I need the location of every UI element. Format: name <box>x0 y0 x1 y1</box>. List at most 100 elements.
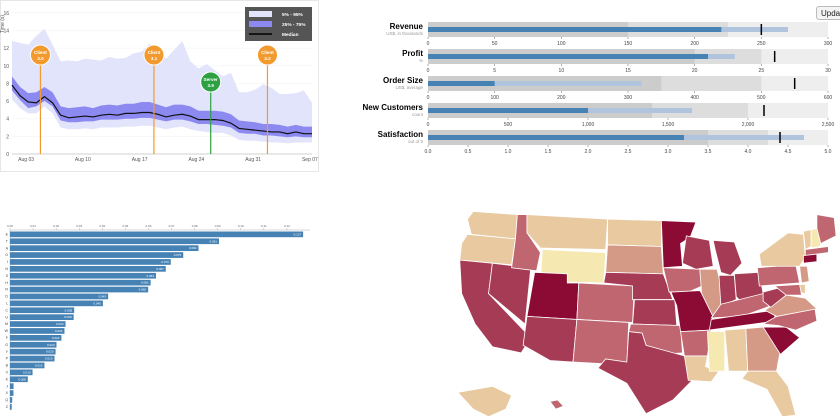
y-tick-label: E <box>6 233 9 237</box>
annotation-version: 3.9 <box>208 83 215 88</box>
data-label: 0.015 <box>35 364 43 368</box>
bar <box>10 362 45 369</box>
bullet-tick-label: 0.5 <box>465 149 472 155</box>
bullet-title: New Customers <box>363 103 424 112</box>
y-tick-label: R <box>5 288 8 292</box>
bar <box>10 314 74 320</box>
legend: 5% - 95% 25% - 75% Median <box>245 7 312 41</box>
y-tick-label: L <box>6 302 8 306</box>
bullet-title: Order Size <box>383 76 424 85</box>
bullet-tick-label: 15 <box>625 68 631 74</box>
bullet-title: Satisfaction <box>378 130 423 139</box>
bar <box>10 231 304 238</box>
x-tick-label: 0.08 <box>192 224 198 228</box>
bullet-tick-label: 100 <box>490 95 499 101</box>
bullet-tick-label: 500 <box>757 95 766 101</box>
y-tick-label: P <box>6 357 9 361</box>
bar <box>10 390 14 396</box>
bar <box>10 355 55 362</box>
state-ks <box>632 299 678 326</box>
x-tick-label: 0.06 <box>146 224 152 228</box>
bullet-tick-label: 600 <box>824 95 833 101</box>
bullet-tick-label: 150 <box>624 41 633 47</box>
x-tick-label: Sep 07 <box>302 157 318 163</box>
bar <box>10 286 149 293</box>
bullet-tick-label: 250 <box>757 41 766 47</box>
bullet-measure-actual <box>428 108 588 113</box>
annotation-marker <box>29 44 51 66</box>
y-tick-label: G <box>5 343 8 347</box>
state-sd <box>605 244 664 275</box>
state-ny <box>758 232 806 267</box>
data-label: 0.010 <box>23 370 31 374</box>
x-tick-label: 0.05 <box>122 224 128 228</box>
bar <box>10 259 171 265</box>
bar <box>10 307 75 314</box>
y-tick-label: 6 <box>6 99 9 105</box>
legend-swatch <box>249 11 272 17</box>
state-in <box>718 274 737 307</box>
bullet-tick-label: 1,000 <box>582 122 595 128</box>
update-button[interactable]: Update <box>816 6 840 20</box>
y-tick-label: Y <box>6 350 9 354</box>
data-label: 0.127 <box>294 232 302 236</box>
x-tick-label: 0.09 <box>215 224 221 228</box>
annotation-marker <box>143 44 165 66</box>
x-tick-label: 0.10 <box>238 224 244 228</box>
data-label: 0.020 <box>46 350 54 354</box>
bullet-tick-label: 300 <box>624 95 633 101</box>
y-tick-label: O <box>5 253 8 257</box>
bar <box>10 279 151 286</box>
bar <box>10 272 157 279</box>
y-tick-label: 16 <box>3 11 9 17</box>
bar <box>10 293 109 300</box>
data-label: 0.022 <box>52 336 60 340</box>
state-ms <box>707 331 726 372</box>
bullet-measure-actual <box>428 54 708 59</box>
x-tick-label: 0.02 <box>53 224 59 228</box>
bullet-tick-label: 2.5 <box>625 149 632 155</box>
state-nm <box>572 319 630 366</box>
state-nj <box>799 265 810 284</box>
state-ak <box>457 385 513 416</box>
state-ne <box>603 271 674 301</box>
y-tick-label: D <box>5 295 8 299</box>
x-tick-label: 0.00 <box>7 224 13 228</box>
bullet-tick-label: 5.0 <box>825 149 832 155</box>
legend-swatch <box>249 21 272 27</box>
band-25-75 <box>12 76 312 138</box>
y-tick-label: 8 <box>6 81 9 87</box>
y-tick-label: S <box>6 274 9 278</box>
state-ia <box>662 267 706 293</box>
legend-label: 5% - 95% <box>282 12 304 18</box>
state-me <box>816 214 837 245</box>
data-label: 0.082 <box>189 246 197 250</box>
x-tick-label: Aug 17 <box>132 157 148 163</box>
letter-frequency-bar-chart: 0.00 0.01 0.02 0.03 0.04 0.05 0.06 0.07 0.08 0.09… <box>5 224 310 411</box>
y-tick-label: A <box>6 246 9 250</box>
bullet-subtitle: US$, average <box>395 85 423 90</box>
x-tick-label: 0.01 <box>30 224 36 228</box>
annotation-version: 3.1 <box>151 56 158 61</box>
state-al <box>724 328 749 372</box>
chart-frame <box>0 0 319 172</box>
x-tick-label: 0.04 <box>99 224 105 228</box>
bullet-measure-actual <box>428 81 495 86</box>
y-tick-label: 2 <box>6 134 9 140</box>
state-ma <box>804 246 829 257</box>
annotation-label: Client <box>261 50 274 55</box>
bullet-row: Profit% 0 5 10 15 20 25 30 <box>402 49 831 74</box>
annotation-label: Server <box>204 77 219 82</box>
y-tick-label: T <box>6 239 9 243</box>
data-label: 0.070 <box>161 260 169 264</box>
y-tick-label: Z <box>6 405 9 409</box>
y-tick-label: 4 <box>6 117 9 123</box>
bullet-tick-label: 1.5 <box>545 149 552 155</box>
y-tick-label: U <box>5 315 8 319</box>
data-label: 0.019 <box>45 357 53 361</box>
y-tick-label: 14 <box>3 28 9 34</box>
